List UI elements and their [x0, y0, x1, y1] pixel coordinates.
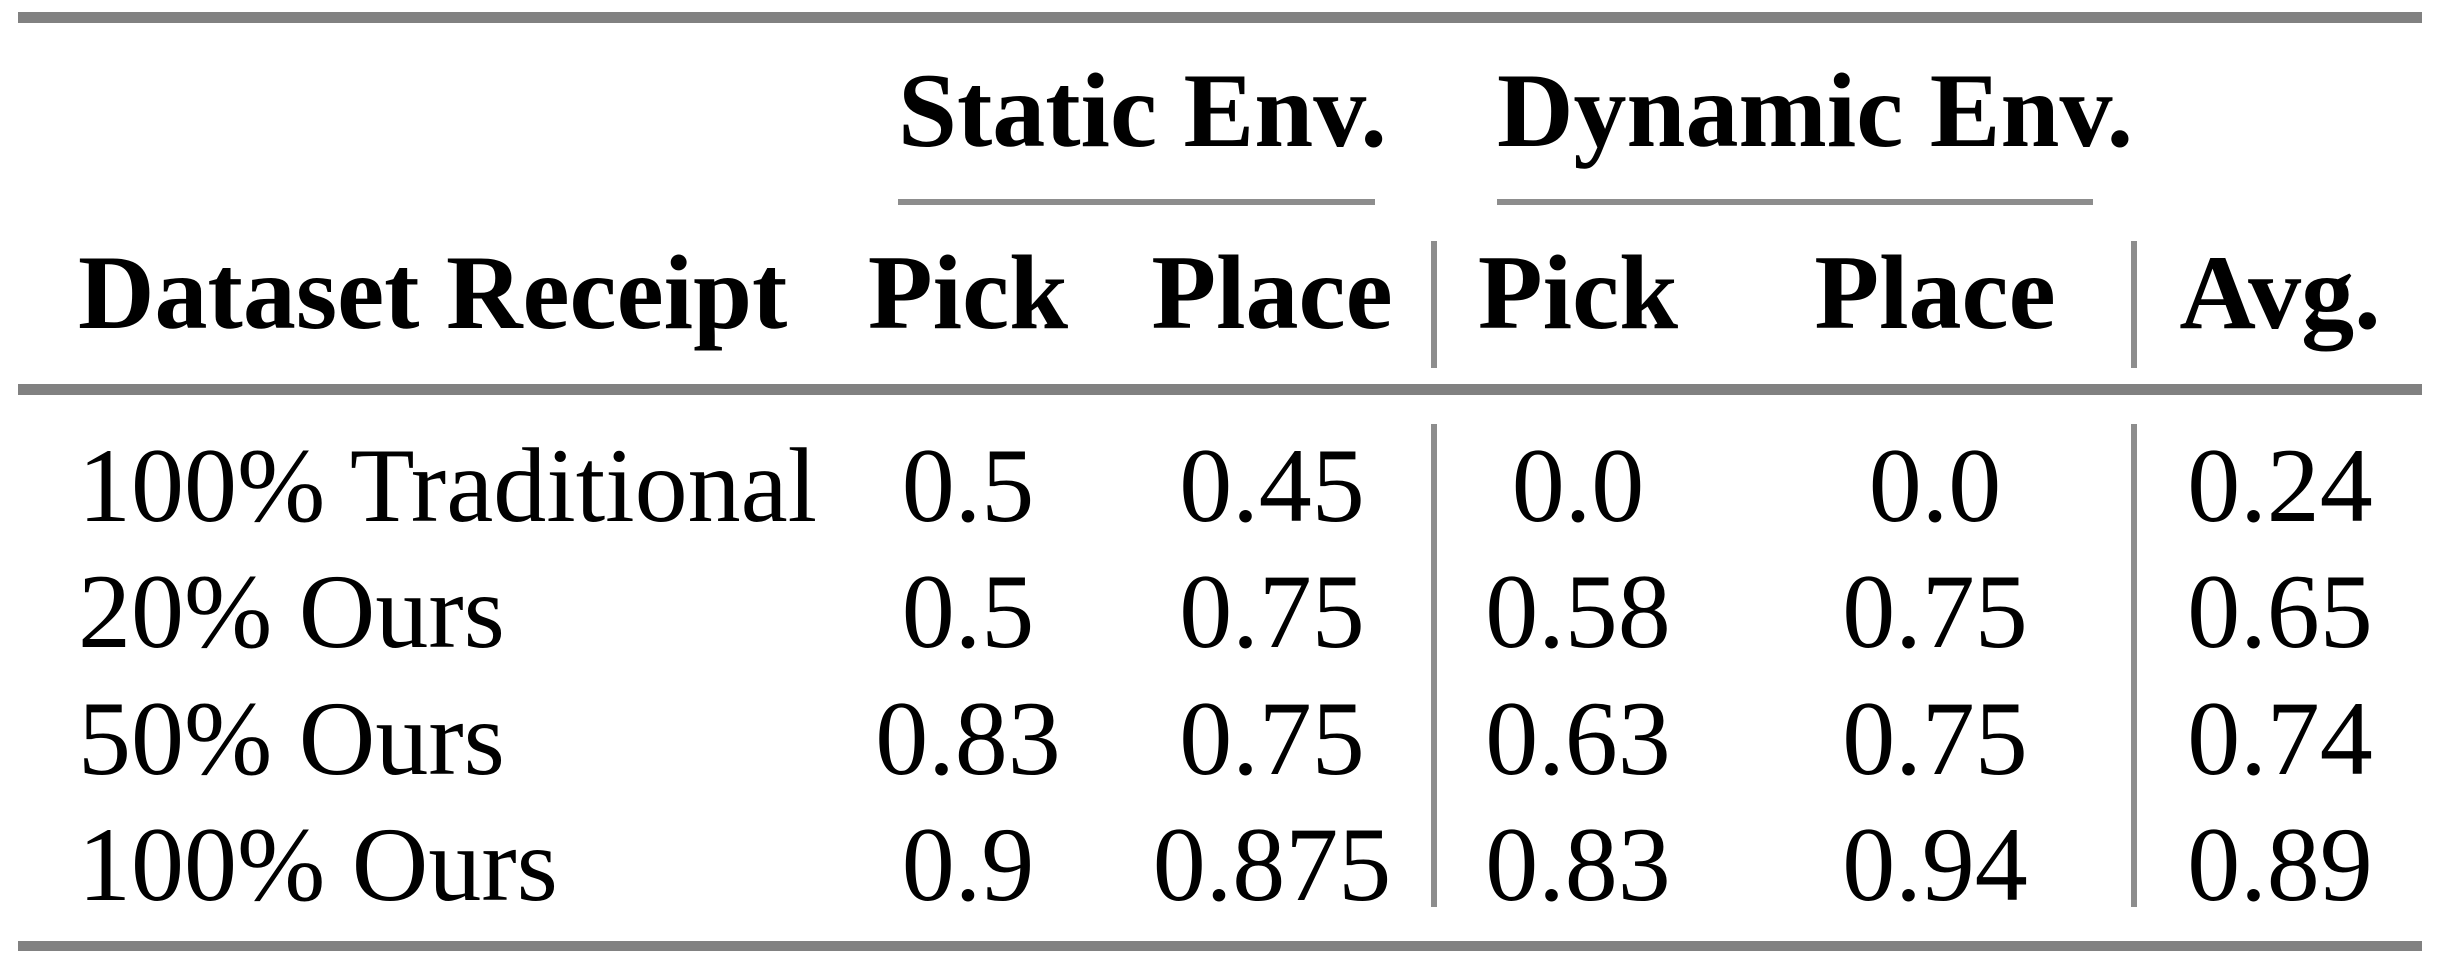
header-vertical-rule-1	[1431, 241, 1437, 368]
table-cell: 0.0	[1868, 427, 2002, 544]
table-cell: 0.9	[901, 806, 1035, 923]
table-cell: 0.75	[1179, 553, 1365, 670]
row-label: 100% Ours	[78, 806, 558, 923]
table-cell: 0.5	[901, 553, 1035, 670]
column-header-static-place: Place	[1151, 234, 1393, 351]
table-cell: 0.75	[1842, 553, 2028, 670]
table-cell: 0.89	[2187, 806, 2373, 923]
table-cell: 0.875	[1152, 806, 1392, 923]
group-header-static-env: Static Env.	[898, 52, 1387, 169]
row-label: 50% Ours	[78, 680, 505, 797]
row-label: 20% Ours	[78, 553, 505, 670]
static-env-underline	[898, 199, 1375, 205]
column-header-dynamic-pick: Pick	[1477, 234, 1679, 351]
dynamic-env-underline	[1497, 199, 2093, 205]
top-rule	[18, 12, 2422, 23]
table-cell: 0.65	[2187, 553, 2373, 670]
header-body-rule	[18, 384, 2422, 395]
header-vertical-rule-2	[2131, 241, 2137, 368]
table-cell: 0.5	[901, 427, 1035, 544]
table-cell: 0.58	[1485, 553, 1671, 670]
body-vertical-rule-2	[2131, 424, 2137, 907]
column-header-dataset-receipt: Dataset Receipt	[78, 234, 788, 351]
table-cell: 0.0	[1511, 427, 1645, 544]
body-vertical-rule-1	[1431, 424, 1437, 907]
table-cell: 0.83	[875, 680, 1061, 797]
column-header-static-pick: Pick	[867, 234, 1069, 351]
bottom-rule	[18, 941, 2422, 951]
table-cell: 0.94	[1842, 806, 2028, 923]
column-header-avg: Avg.	[2179, 234, 2381, 351]
column-header-dynamic-place: Place	[1814, 234, 2056, 351]
row-label: 100% Traditional	[78, 427, 818, 544]
table-cell: 0.75	[1179, 680, 1365, 797]
table-cell: 0.83	[1485, 806, 1671, 923]
table-cell: 0.45	[1179, 427, 1365, 544]
table-cell: 0.63	[1485, 680, 1671, 797]
table-cell: 0.75	[1842, 680, 2028, 797]
table-cell: 0.74	[2187, 680, 2373, 797]
table-cell: 0.24	[2187, 427, 2373, 544]
group-header-dynamic-env: Dynamic Env.	[1497, 52, 2134, 169]
